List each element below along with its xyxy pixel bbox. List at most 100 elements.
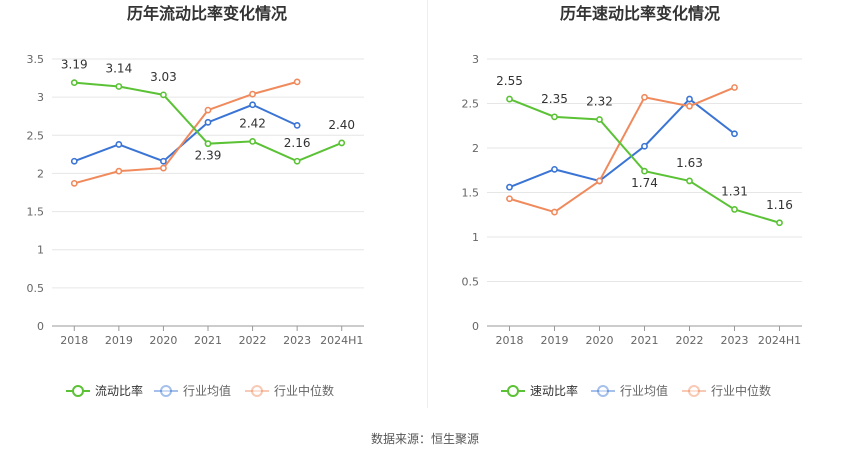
data-point <box>731 130 738 138</box>
legend-swatch-marker <box>160 385 172 397</box>
data-point <box>776 219 783 227</box>
data-point <box>596 116 603 123</box>
data-point <box>70 79 78 87</box>
x-tick-label: 2021 <box>194 334 222 347</box>
data-point <box>160 164 167 172</box>
data-label: 2.39 <box>195 149 222 163</box>
chart-title: 历年速动比率变化情况 <box>560 4 720 23</box>
data-label: 2.55 <box>496 74 523 88</box>
x-tick-label: 2023 <box>721 334 749 347</box>
panel-divider <box>427 0 428 408</box>
y-tick-label: 0 <box>37 320 44 333</box>
data-label: 1.63 <box>676 156 703 170</box>
x-tick-label: 2020 <box>149 334 177 347</box>
data-point <box>506 95 513 103</box>
legend-swatch-marker <box>251 385 263 397</box>
x-tick-label: 2020 <box>586 334 614 347</box>
x-tick-label: 2023 <box>283 334 311 347</box>
legend-swatch-marker <box>507 385 519 397</box>
data-source-footer: 数据来源：恒生聚源 <box>370 432 479 446</box>
data-point <box>293 157 301 165</box>
data-point <box>293 121 301 129</box>
data-point <box>686 177 693 185</box>
legend-label: 流动比率 <box>95 383 143 398</box>
x-tick-label: 2024H1 <box>758 334 801 347</box>
data-point <box>686 102 693 110</box>
data-point <box>204 140 212 148</box>
legend-label: 行业均值 <box>183 383 231 398</box>
y-tick-label: 0 <box>472 320 479 333</box>
data-point <box>551 208 558 216</box>
series-line <box>74 80 298 185</box>
data-point <box>641 142 648 150</box>
x-tick-label: 2018 <box>60 334 88 347</box>
legend-swatch-marker <box>72 385 84 397</box>
data-label: 2.42 <box>239 116 266 130</box>
series-line <box>73 103 298 163</box>
data-point <box>731 84 738 91</box>
data-label: 1.31 <box>721 184 748 198</box>
legend-swatch-marker <box>597 385 609 397</box>
legend-label: 行业中位数 <box>274 383 334 398</box>
y-tick-label: 2.5 <box>462 98 480 111</box>
data-label: 2.32 <box>586 95 613 109</box>
series-line <box>509 97 736 189</box>
y-tick-label: 2.5 <box>27 129 45 142</box>
y-tick-label: 3 <box>37 91 44 104</box>
data-point <box>115 141 123 148</box>
chart-title: 历年流动比率变化情况 <box>127 4 287 23</box>
x-tick-label: 2024H1 <box>320 334 363 347</box>
chart-panel-1: 历年流动比率变化情况 0 0.5 1 1.5 2 2.5 3 3.5 2018 2019 2020 20… <box>27 4 364 398</box>
data-point <box>551 113 558 121</box>
x-tick-label: 2022 <box>239 334 267 347</box>
data-label: 1.16 <box>766 198 793 212</box>
data-label: 2.35 <box>541 92 568 106</box>
chart-panel-2: 历年速动比率变化情况 0 0.5 1 1.5 2 2.5 3 2018 2019 2020 2021 2… <box>462 4 802 398</box>
x-tick-label: 2018 <box>496 334 524 347</box>
x-tick-label: 2021 <box>631 334 659 347</box>
y-tick-label: 2 <box>37 167 44 180</box>
x-tick-label: 2019 <box>105 334 133 347</box>
data-point <box>551 165 558 173</box>
data-point <box>160 91 167 99</box>
data-point <box>506 183 513 191</box>
data-point <box>596 177 603 185</box>
data-point <box>249 101 256 109</box>
y-tick-label: 0.5 <box>27 282 45 295</box>
data-label: 3.19 <box>61 58 88 72</box>
series-line <box>509 98 780 224</box>
series-line <box>509 86 735 214</box>
data-point <box>160 157 167 165</box>
y-tick-label: 3 <box>472 53 479 66</box>
y-tick-label: 1.5 <box>462 187 480 200</box>
y-tick-label: 0.5 <box>462 276 480 289</box>
data-label: 2.40 <box>328 118 355 132</box>
y-tick-label: 1.5 <box>27 206 45 219</box>
data-point <box>249 137 256 145</box>
legend-swatch-marker <box>688 385 700 397</box>
data-point <box>641 167 648 175</box>
data-point <box>293 78 301 86</box>
data-point <box>204 118 212 126</box>
data-point <box>115 167 123 175</box>
data-point <box>731 206 738 213</box>
data-label: 3.14 <box>105 61 132 75</box>
y-tick-label: 1 <box>472 231 479 244</box>
legend-label: 行业中位数 <box>711 383 771 398</box>
data-point <box>70 157 78 165</box>
data-point <box>506 195 513 203</box>
y-tick-label: 1 <box>37 244 44 257</box>
data-label: 3.03 <box>150 70 177 84</box>
x-tick-label: 2019 <box>541 334 569 347</box>
data-label: 2.16 <box>284 136 311 150</box>
legend-label: 速动比率 <box>530 383 578 398</box>
data-label: 1.74 <box>631 176 658 190</box>
y-tick-label: 2 <box>472 142 479 155</box>
data-point <box>249 90 256 98</box>
x-tick-label: 2022 <box>676 334 704 347</box>
data-point <box>338 139 346 147</box>
data-point <box>204 106 212 114</box>
data-point <box>686 95 693 103</box>
